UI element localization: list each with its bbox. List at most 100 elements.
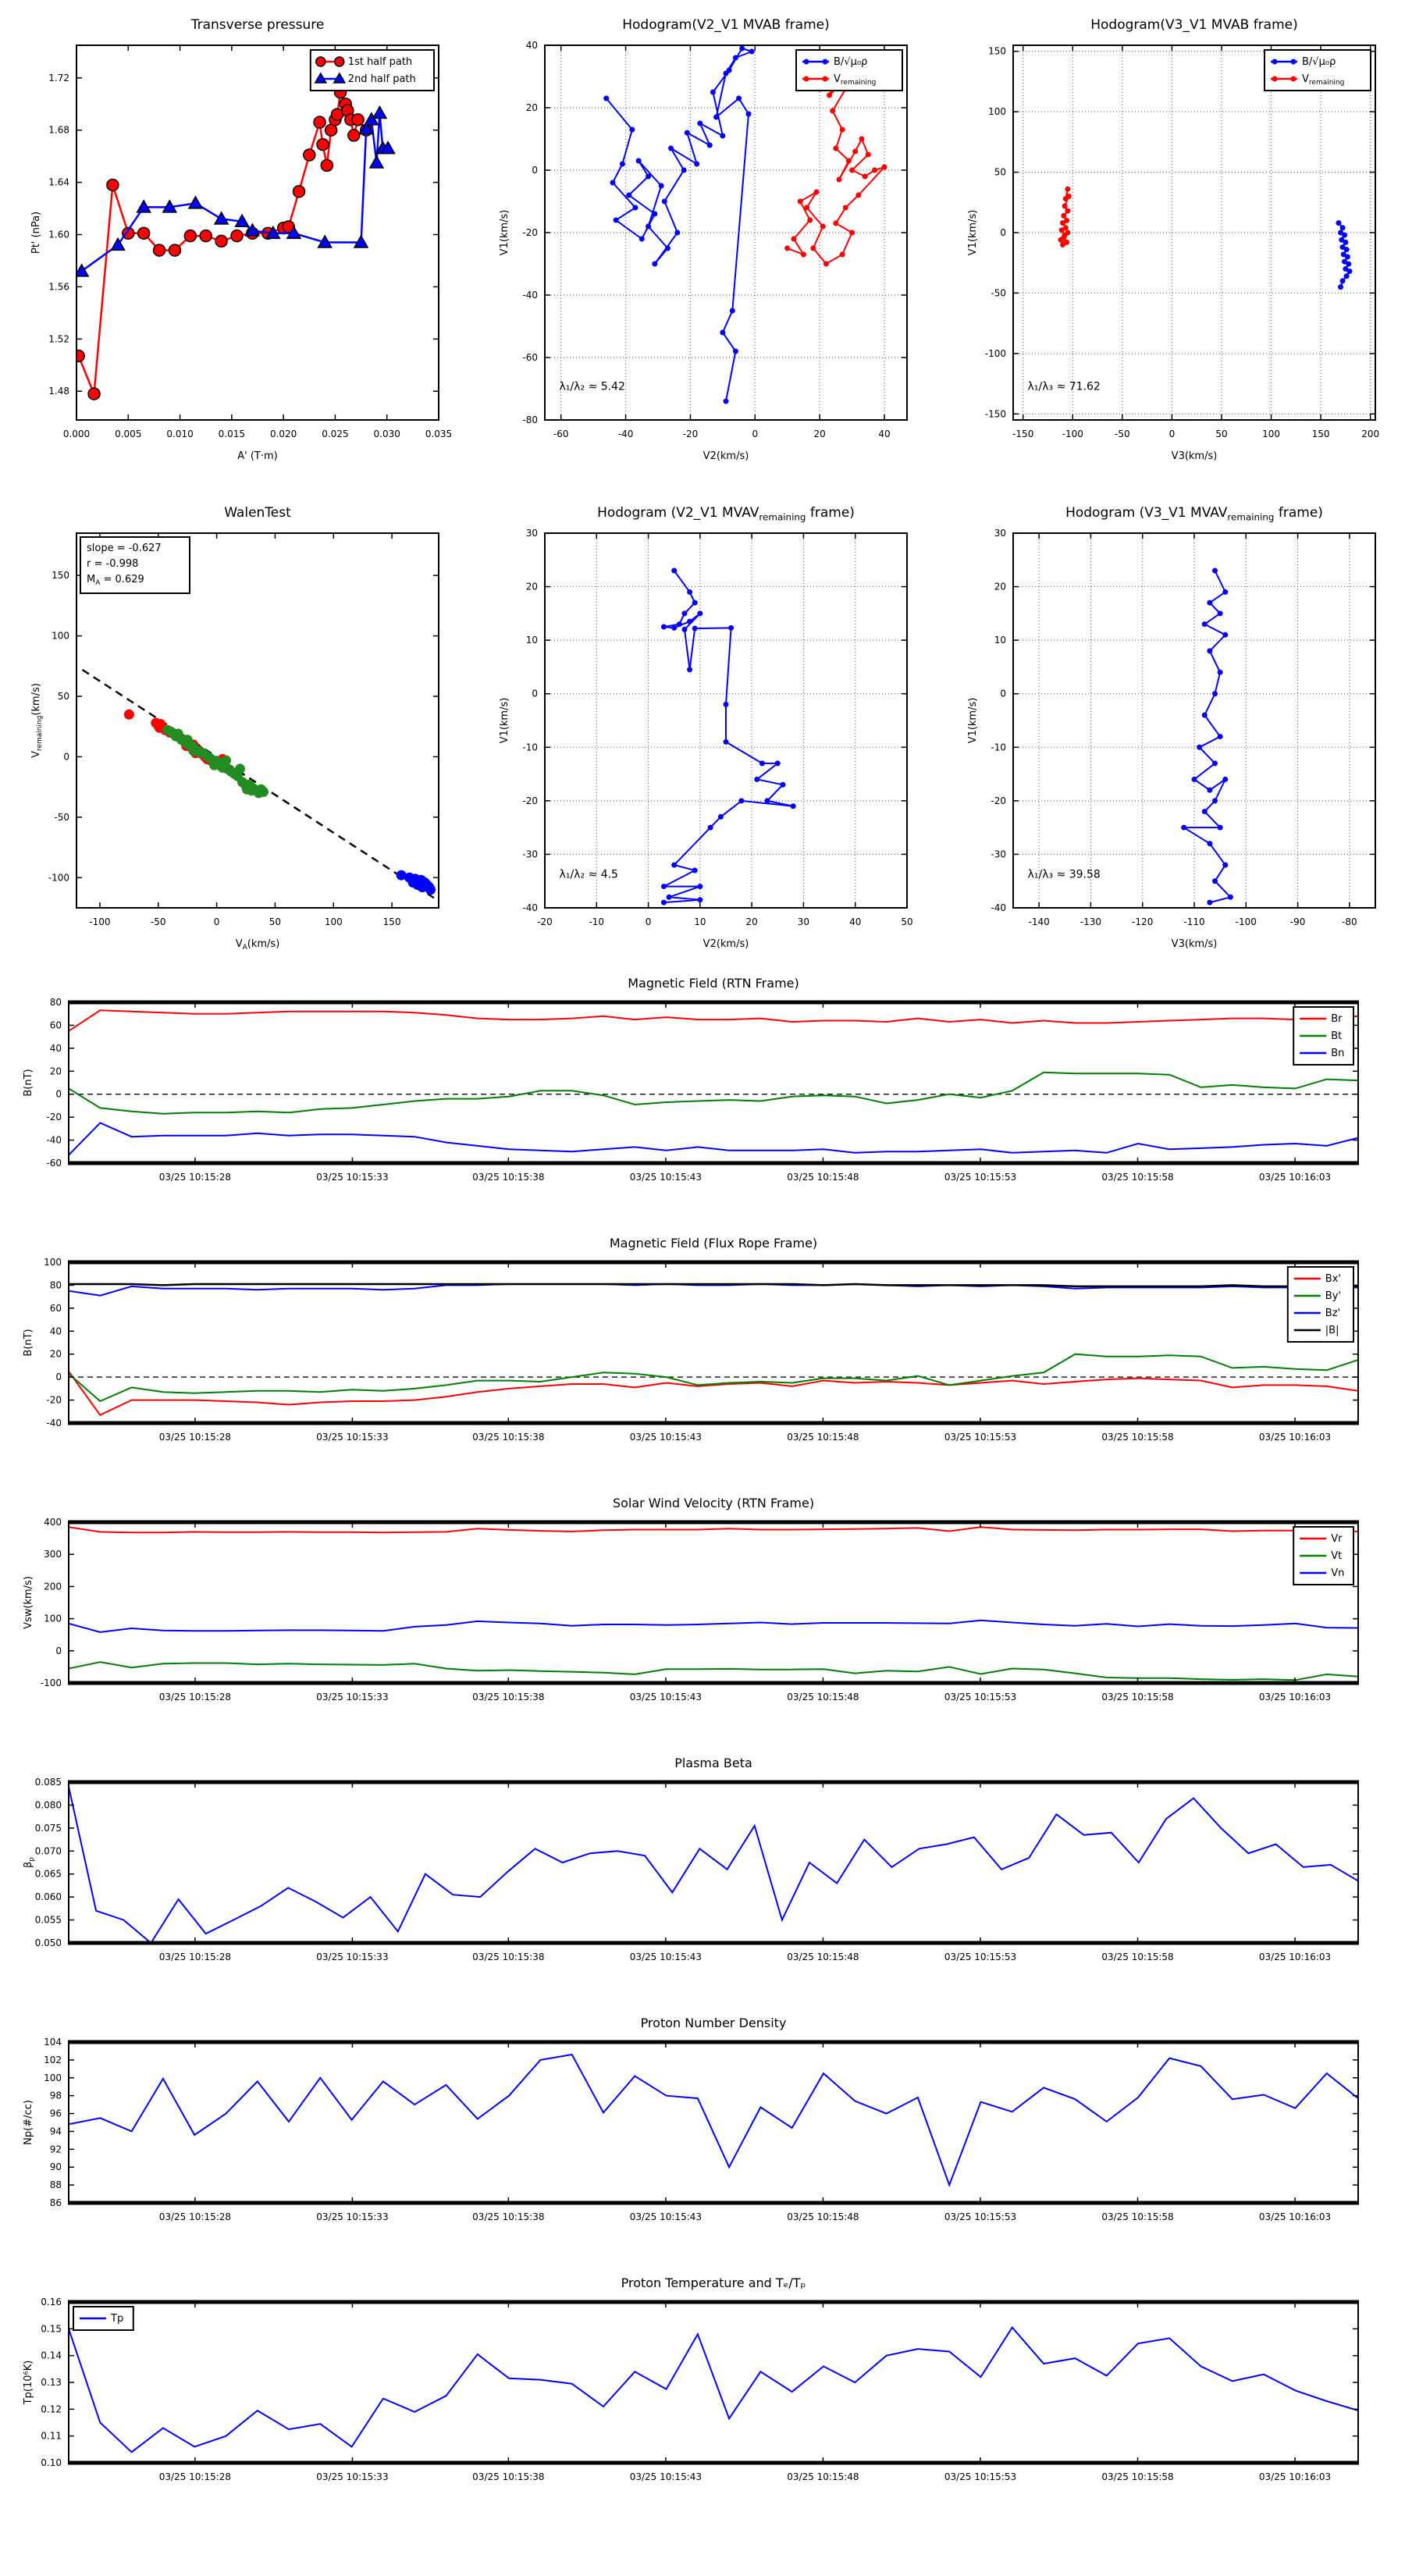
svg-text:Vremaining: Vremaining [834,73,876,87]
svg-text:-50: -50 [1115,429,1130,439]
svg-text:βp: βp [23,1857,36,1868]
svg-text:0.070: 0.070 [35,1845,62,1856]
hodogram-v2v1-mvab-chart: -60 -40 -20 0 20 40 40 20 0 -20 -40 -60 -80 V2(km/s) V… [499,40,908,462]
svg-text:150: 150 [1312,429,1330,439]
svg-text:03/25 10:15:48: 03/25 10:15:48 [787,1952,859,1962]
svg-text:-60: -60 [553,429,569,439]
svg-text:1st half path: 1st half path [348,56,412,68]
svg-text:0: 0 [646,916,652,927]
svg-text:200: 200 [44,1581,62,1592]
svg-text:50: 50 [901,916,912,927]
chart-title-magnetic-field-rtn: Magnetic Field (RTN Frame) [628,976,799,991]
svg-text:10: 10 [526,635,538,646]
svg-text:03/25 10:15:43: 03/25 10:15:43 [630,1952,702,1962]
svg-text:03/25 10:15:43: 03/25 10:15:43 [630,1172,702,1183]
svg-text:03/25 10:15:43: 03/25 10:15:43 [630,2471,702,2482]
svg-text:0: 0 [63,751,69,762]
svg-text:100: 100 [44,2073,62,2083]
svg-text:102: 102 [44,2055,62,2065]
svg-text:03/25 10:15:48: 03/25 10:15:48 [787,1432,859,1443]
svg-text:20: 20 [526,582,538,592]
svg-text:-10: -10 [522,742,538,753]
chart-title-hodogram-v2v1-mvav: Hodogram (V2_V1 MVAVremaining frame) [597,505,855,523]
svg-text:96: 96 [50,2108,62,2119]
svg-text:-20: -20 [683,429,699,439]
svg-text:-150: -150 [985,408,1006,419]
svg-text:03/25 10:15:28: 03/25 10:15:28 [159,1692,231,1703]
svg-text:40: 40 [849,916,861,927]
svg-text:λ₁/λ₂ ≈ 5.42: λ₁/λ₂ ≈ 5.42 [560,381,625,393]
svg-text:03/25 10:15:38: 03/25 10:15:38 [472,1952,544,1962]
svg-text:0.080: 0.080 [35,1799,62,1810]
svg-text:λ₁/λ₃ ≈ 71.62: λ₁/λ₃ ≈ 71.62 [1028,381,1101,393]
svg-text:A' (T·m): A' (T·m) [237,450,277,462]
svg-text:30: 30 [798,916,809,927]
svg-text:-20: -20 [46,1395,62,1406]
chart-title-hodogram-v2v1-mvab: Hodogram(V2_V1 MVAB frame) [622,17,830,33]
panel-magnetic-field-rtn: Magnetic Field (RTN Frame) 03/25 10:15:2… [16,976,1389,1218]
svg-text:0.16: 0.16 [41,2297,62,2307]
svg-text:150: 150 [383,916,401,927]
svg-text:100: 100 [988,106,1006,117]
svg-text:1.60: 1.60 [48,229,69,240]
solar-wind-velocity-chart: 03/25 10:15:28 03/25 10:15:33 03/25 10:15:… [23,1517,1359,1703]
svg-text:03/25 10:15:38: 03/25 10:15:38 [472,1432,544,1443]
svg-text:-20: -20 [537,916,553,927]
svg-text:03/25 10:15:33: 03/25 10:15:33 [316,1432,388,1443]
svg-text:03/25 10:15:38: 03/25 10:15:38 [472,1692,544,1703]
svg-text:300: 300 [44,1549,62,1560]
svg-text:1.48: 1.48 [48,386,69,397]
svg-text:80: 80 [50,1279,62,1290]
svg-text:B/√μ₀ρ: B/√μ₀ρ [834,56,867,68]
svg-text:100: 100 [1262,429,1280,439]
svg-text:03/25 10:15:58: 03/25 10:15:58 [1101,2211,1173,2222]
svg-text:-20: -20 [46,1112,62,1123]
svg-text:B(nT): B(nT) [23,1069,34,1096]
svg-text:03/25 10:16:03: 03/25 10:16:03 [1259,2471,1331,2482]
svg-text:03/25 10:15:33: 03/25 10:15:33 [316,2211,388,2222]
svg-text:-40: -40 [618,429,634,439]
svg-text:0.015: 0.015 [219,429,245,439]
svg-text:V1(km/s): V1(km/s) [967,210,979,256]
svg-text:0.065: 0.065 [35,1869,62,1880]
svg-text:Bz': Bz' [1325,1308,1340,1319]
svg-text:1.56: 1.56 [48,281,69,292]
svg-text:B/√μ₀ρ: B/√μ₀ρ [1302,56,1336,68]
panel-transverse-pressure: Transverse pressure 0.000 0.005 0.010 0.015… [16,16,453,492]
svg-text:V1(km/s): V1(km/s) [967,698,979,744]
svg-text:Np(#/cc): Np(#/cc) [23,2100,34,2145]
svg-text:40: 40 [50,1325,62,1336]
svg-text:-100: -100 [1236,916,1257,927]
svg-text:86: 86 [50,2197,62,2208]
svg-text:V3(km/s): V3(km/s) [1172,450,1218,462]
svg-text:1.52: 1.52 [48,333,69,344]
svg-text:2nd half path: 2nd half path [348,73,416,85]
svg-text:0.15: 0.15 [41,2323,62,2334]
svg-text:-20: -20 [522,227,538,238]
svg-text:-110: -110 [1183,916,1204,927]
svg-text:03/25 10:15:53: 03/25 10:15:53 [944,1432,1016,1443]
proton-number-density-chart: 03/25 10:15:28 03/25 10:15:33 03/25 10:15:… [23,2037,1359,2222]
svg-text:-100: -100 [48,872,69,883]
chart-title-solar-wind-velocity: Solar Wind Velocity (RTN Frame) [612,1496,815,1510]
svg-text:-30: -30 [991,849,1006,859]
panel-hodogram-v3v1-mvav: Hodogram (V3_V1 MVAVremaining frame) -14… [952,503,1389,980]
svg-text:10: 10 [694,916,706,927]
svg-text:50: 50 [269,916,281,927]
svg-text:50: 50 [58,691,69,702]
svg-text:-140: -140 [1029,916,1050,927]
magnetic-field-fluxrope-chart: 03/25 10:15:28 03/25 10:15:33 03/25 10:15:… [23,1257,1359,1443]
svg-text:30: 30 [994,528,1006,539]
svg-text:λ₁/λ₂ ≈ 4.5: λ₁/λ₂ ≈ 4.5 [560,869,618,881]
svg-text:Bx': Bx' [1325,1273,1341,1285]
svg-text:-100: -100 [1062,429,1083,439]
svg-text:0.000: 0.000 [63,429,90,439]
svg-text:03/25 10:16:03: 03/25 10:16:03 [1259,1952,1331,1962]
svg-text:0: 0 [752,429,758,439]
panel-hodogram-v2v1-mvab: Hodogram(V2_V1 MVAB frame) -60 -40 -20 0 20 4… [484,16,921,492]
svg-text:Br: Br [1331,1013,1343,1025]
svg-text:88: 88 [50,2179,62,2190]
svg-text:20: 20 [814,429,826,439]
svg-text:03/25 10:15:33: 03/25 10:15:33 [316,1172,388,1183]
svg-text:Vsw(km/s): Vsw(km/s) [23,1576,34,1629]
